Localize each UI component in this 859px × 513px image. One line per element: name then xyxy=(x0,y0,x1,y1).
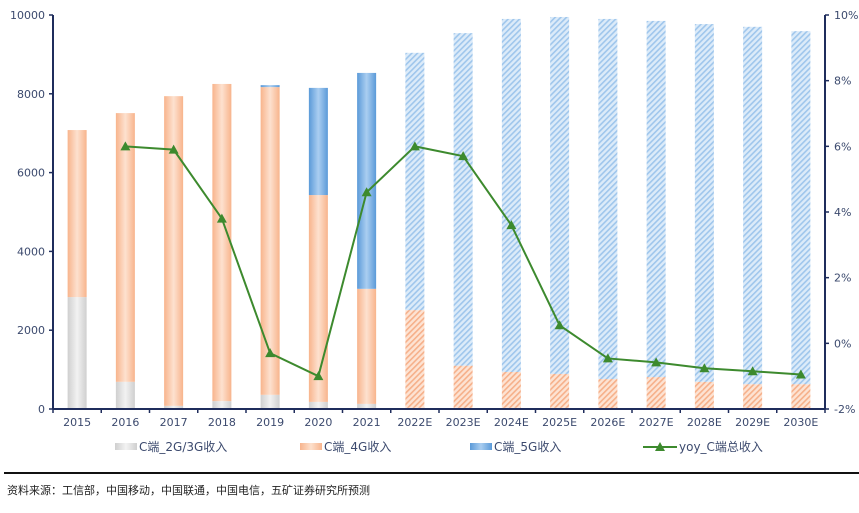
bar-segment-2g3g xyxy=(115,381,135,409)
axes-group: 0 2000 4000 6000 8000 10000 -2% 0% 2% 4% 6% 8% 10% 20… xyxy=(10,9,858,429)
triangle-marker-icon xyxy=(120,141,131,151)
bar-segment-5g xyxy=(598,18,618,380)
right-axis-tick-label: 6% xyxy=(834,140,851,153)
right-axis-tick-label: 0% xyxy=(834,337,851,350)
triangle-marker-icon xyxy=(409,141,420,151)
bar-segment-4g xyxy=(453,365,473,408)
legend-label: C端_2G/3G收入 xyxy=(139,440,228,454)
bar-segment-4g xyxy=(67,130,87,298)
right-axis-tick-label: 8% xyxy=(834,75,851,88)
bar-segment-5g xyxy=(646,20,666,378)
bar-segment-5g xyxy=(791,31,811,385)
x-axis-tick-label: 2022E xyxy=(397,416,432,429)
x-axis-tick-label: 2018 xyxy=(208,416,236,429)
triangle-marker-icon xyxy=(361,187,372,197)
bar-segment-4g xyxy=(308,195,328,402)
source-note: 资料来源：工信部，中国移动，中国联通，中国电信，五矿证券研究所预测 xyxy=(7,484,370,497)
legend: C端_2G/3G收入 C端_4G收入 C端_5G收入 yoy_C端总收入 xyxy=(0,438,859,458)
right-axis-tick-label: 10% xyxy=(834,9,858,22)
bar-segment-2g3g xyxy=(357,403,377,409)
legend-swatch-gray xyxy=(115,443,137,450)
x-axis-tick-label: 2028E xyxy=(687,416,722,429)
bar-segment-4g xyxy=(550,373,570,408)
legend-swatch-blue xyxy=(470,443,492,450)
bar-segment-2g3g xyxy=(260,394,280,409)
x-axis-tick-label: 2020 xyxy=(304,416,332,429)
bar-segment-5g xyxy=(453,33,473,366)
triangle-marker-icon xyxy=(506,220,517,230)
triangle-marker-icon xyxy=(651,357,662,367)
x-axis-tick-label: 2026E xyxy=(590,416,625,429)
x-axis-tick-label: 2019 xyxy=(256,416,284,429)
bar-segment-2g3g xyxy=(164,405,184,409)
x-axis-tick-label: 2021 xyxy=(353,416,381,429)
triangle-marker-icon xyxy=(602,353,613,363)
bar-segment-4g xyxy=(646,377,666,409)
bar-segment-4g xyxy=(405,310,425,408)
legend-label: C端_5G收入 xyxy=(494,440,562,454)
x-axis-tick-label: 2024E xyxy=(494,416,529,429)
bar-segment-5g xyxy=(357,72,377,289)
bar-segment-4g xyxy=(694,381,714,409)
bar-segment-5g xyxy=(260,85,280,88)
bar-segment-4g xyxy=(260,87,280,395)
yoy-line-group xyxy=(120,141,806,381)
x-axis-tick-label: 2029E xyxy=(735,416,770,429)
legend-item-4g: C端_4G收入 xyxy=(300,438,391,455)
legend-line-triangle-icon xyxy=(643,441,677,452)
bar-segment-2g3g xyxy=(67,297,87,409)
triangle-marker-icon xyxy=(265,348,276,358)
bar-segment-2g3g xyxy=(212,401,232,409)
triangle-marker-icon xyxy=(458,151,469,161)
bar-segment-4g xyxy=(164,96,184,406)
x-axis-tick-label: 2015 xyxy=(63,416,91,429)
bar-segment-5g xyxy=(550,16,570,374)
left-axis-tick-label: 0 xyxy=(38,403,45,416)
divider-rule xyxy=(4,472,859,474)
right-axis-tick-label: 4% xyxy=(834,206,851,219)
triangle-marker-icon xyxy=(795,369,806,379)
triangle-marker-icon xyxy=(699,363,710,373)
stacked-bar-line-chart: 0 2000 4000 6000 8000 10000 -2% 0% 2% 4% 6% 8% 10% 20… xyxy=(10,9,858,429)
triangle-marker-icon xyxy=(747,366,758,376)
bar-segment-4g xyxy=(598,379,618,409)
x-axis-tick-label: 2027E xyxy=(639,416,674,429)
triangle-marker-icon xyxy=(168,144,179,154)
left-axis-tick-label: 10000 xyxy=(10,9,45,22)
bars-group xyxy=(67,16,811,409)
bar-segment-5g xyxy=(501,18,521,372)
right-axis-tick-label: 2% xyxy=(834,272,851,285)
bar-segment-5g xyxy=(694,24,714,382)
legend-item-yoy: yoy_C端总收入 xyxy=(643,438,763,455)
triangle-marker-icon xyxy=(313,371,324,381)
legend-label: C端_4G收入 xyxy=(324,440,392,454)
bar-segment-5g xyxy=(743,26,763,385)
bar-segment-4g xyxy=(115,113,135,382)
left-axis-tick-label: 6000 xyxy=(17,167,45,180)
right-axis-tick-label: -2% xyxy=(834,403,855,416)
triangle-marker-icon xyxy=(216,213,227,223)
bar-segment-5g xyxy=(308,87,328,196)
bar-segment-2g3g xyxy=(308,401,328,409)
legend-swatch-orange xyxy=(300,443,322,450)
bar-segment-4g xyxy=(212,83,232,402)
bar-segment-4g xyxy=(357,288,377,404)
bar-segment-4g xyxy=(791,384,811,409)
bar-segment-4g xyxy=(501,371,521,408)
legend-item-5g: C端_5G收入 xyxy=(470,438,561,455)
left-axis-tick-label: 2000 xyxy=(17,324,45,337)
x-axis-tick-label: 2016 xyxy=(111,416,139,429)
bar-segment-4g xyxy=(743,384,763,409)
x-axis-tick-label: 2017 xyxy=(160,416,188,429)
legend-item-2g3g: C端_2G/3G收入 xyxy=(115,438,227,455)
left-axis-tick-label: 8000 xyxy=(17,88,45,101)
triangle-marker-icon xyxy=(554,320,565,330)
x-axis-tick-label: 2025E xyxy=(542,416,577,429)
x-axis-tick-label: 2030E xyxy=(783,416,818,429)
legend-label: yoy_C端总收入 xyxy=(679,440,763,454)
bar-segment-5g xyxy=(405,52,425,311)
x-axis-tick-label: 2023E xyxy=(446,416,481,429)
left-axis-tick-label: 4000 xyxy=(17,245,45,258)
